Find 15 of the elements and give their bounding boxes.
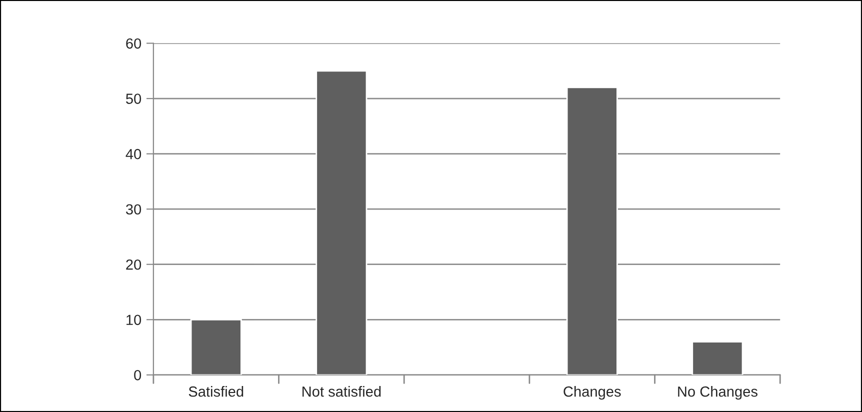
- x-tick-label: Satisfied: [188, 386, 244, 397]
- bar: [692, 341, 744, 375]
- x-tick-label: Not satisfied: [302, 386, 381, 397]
- x-tick-label: No Changes: [678, 386, 758, 400]
- y-tick-label: 50: [126, 94, 142, 104]
- y-tick-label: 10: [126, 314, 142, 326]
- bar: [190, 318, 242, 375]
- y-tick-label: 20: [126, 259, 142, 270]
- bar: [566, 86, 618, 375]
- y-tick-label: 60: [126, 38, 142, 49]
- x-tick-label: Changes: [564, 386, 621, 400]
- y-tick-label: 0: [134, 370, 142, 380]
- bar: [316, 70, 368, 375]
- y-tick-label: 40: [126, 148, 142, 160]
- y-tick-label: 30: [126, 204, 142, 215]
